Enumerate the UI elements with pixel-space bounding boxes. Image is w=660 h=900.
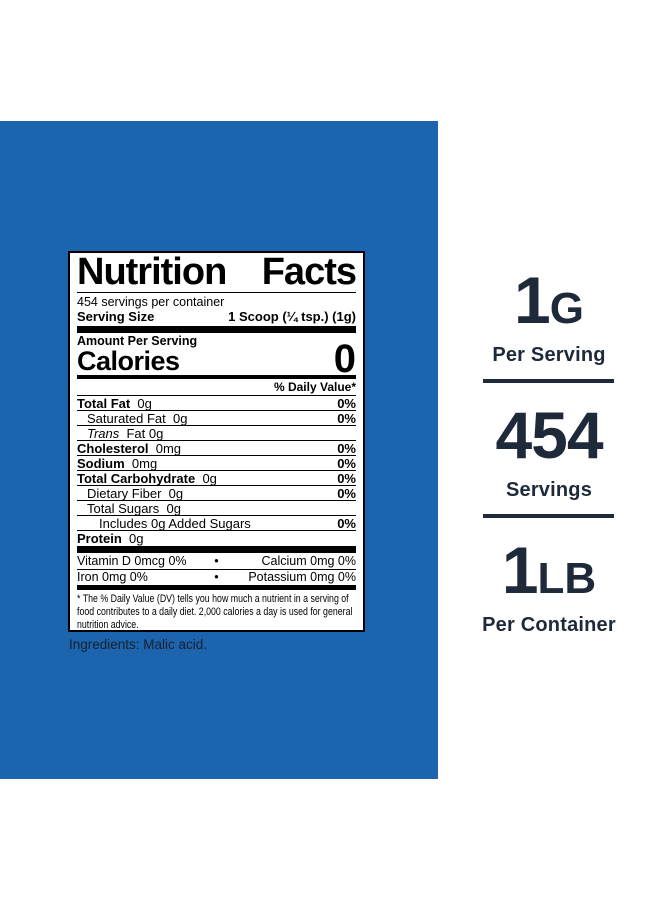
ingredients-text: Ingredients: Malic acid. — [69, 637, 208, 652]
stat-per-serving-label: Per Serving — [492, 344, 606, 366]
thick-divider-bar — [77, 585, 356, 590]
nutrient-name: Total Sugars 0g — [87, 501, 181, 516]
micronutrient-row: Iron 0mg 0% • Potassium 0mg 0% — [77, 569, 356, 584]
nutrient-name: Cholesterol 0mg — [77, 441, 182, 456]
nutrient-row: Trans Fat 0g — [77, 425, 356, 440]
micronutrient-row: Vitamin D 0mcg 0% • Calcium 0mg 0% — [77, 554, 356, 569]
stat-per-serving-value: 1G — [438, 267, 660, 335]
nutrient-row: Cholesterol 0mg 0% — [77, 440, 356, 455]
stat-divider-line — [483, 514, 614, 518]
nutrient-daily-value: 0% — [337, 441, 356, 456]
micronutrient-rows: Vitamin D 0mcg 0% • Calcium 0mg 0% Iron 0mg… — [77, 554, 356, 584]
nutrient-name: Total Fat 0g — [77, 396, 152, 411]
stat-per-container: 1LB Per Container — [438, 537, 660, 637]
nutrient-row: Total Sugars 0g — [77, 500, 356, 515]
medium-divider-bar — [77, 375, 356, 379]
amount-per-serving-label: Amount Per Serving — [77, 334, 198, 348]
calories-row: Calories 0 — [77, 337, 356, 381]
nutrient-name: Dietary Fiber 0g — [87, 486, 184, 501]
nutrient-daily-value: 0% — [337, 516, 356, 531]
micronutrient-left: Iron 0mg 0% — [77, 570, 148, 584]
micronutrient-left: Vitamin D 0mcg 0% — [77, 554, 187, 568]
nutrient-name: Sodium 0mg — [77, 456, 158, 471]
micronutrient-right: Potassium 0mg 0% — [248, 570, 356, 584]
serving-size-value: 1 Scoop (¼ tsp.) (1g) — [228, 309, 356, 324]
nutrient-daily-value: 0% — [337, 396, 356, 411]
label-title: Nutrition Facts — [77, 251, 357, 293]
stat-number: 1 — [514, 263, 551, 337]
stat-per-serving: 1G Per Serving — [438, 267, 660, 367]
nutrient-row: Saturated Fat 0g 0% — [77, 410, 356, 425]
stat-unit: G — [549, 284, 584, 333]
nutrient-daily-value: 0% — [337, 471, 356, 486]
nutrient-name: Saturated Fat 0g — [87, 411, 188, 426]
nutrient-row: Sodium 0mg 0% — [77, 455, 356, 470]
nutrient-name: Protein 0g — [77, 531, 144, 546]
nutrient-daily-value: 0% — [337, 411, 356, 426]
stat-servings-label: Servings — [505, 479, 593, 501]
nutrient-daily-value: 0% — [337, 486, 356, 501]
stat-divider-line — [483, 379, 614, 383]
label-title-word-1: Nutrition — [77, 251, 227, 293]
label-title-word-2: Facts — [261, 251, 357, 293]
nutrient-daily-value: 0% — [337, 456, 356, 471]
nutrient-row: Dietary Fiber 0g 0% — [77, 485, 356, 500]
nutrient-row: Protein 0g — [77, 530, 356, 545]
nutrient-name: Trans Fat 0g — [87, 426, 164, 441]
stat-number: 1 — [501, 533, 539, 607]
daily-value-header: % Daily Value* — [273, 380, 356, 394]
thick-divider-bar — [77, 326, 356, 333]
nutrient-row: Total Carbohydrate 0g 0% — [77, 470, 356, 485]
calories-value: 0 — [333, 337, 356, 381]
thick-divider-bar — [77, 546, 356, 553]
nutrient-row: Total Fat 0g 0% — [77, 395, 356, 410]
stat-unit: LB — [537, 554, 597, 603]
micronutrient-right: Calcium 0mg 0% — [261, 554, 356, 568]
bullet-separator: • — [214, 570, 219, 584]
stat-number: 454 — [495, 398, 603, 472]
servings-per-container-text: 454 servings per container — [77, 295, 225, 309]
stat-per-container-value: 1LB — [438, 537, 660, 605]
nutrient-row: Includes 0g Added Sugars 0% — [77, 515, 356, 530]
serving-size-label: Serving Size — [77, 309, 155, 324]
nutrient-name: Total Carbohydrate 0g — [77, 471, 217, 486]
stat-servings-value: 454 — [438, 402, 660, 470]
serving-size-row: Serving Size 1 Scoop (¼ tsp.) (1g) — [77, 309, 356, 324]
calories-label: Calories — [77, 346, 180, 376]
stat-servings: 454 Servings — [438, 402, 660, 502]
stat-per-container-label: Per Container — [482, 614, 616, 636]
nutrient-rows: Total Fat 0g 0% Saturated Fat 0g 0% Trans Fa… — [77, 395, 356, 545]
nutrient-name: Includes 0g Added Sugars — [99, 516, 251, 531]
daily-value-footnote: * The % Daily Value (DV) tells you how m… — [77, 593, 353, 631]
nutrition-facts-label: Nutrition Facts 454 servings per contain… — [68, 251, 365, 632]
bullet-separator: • — [214, 554, 219, 568]
